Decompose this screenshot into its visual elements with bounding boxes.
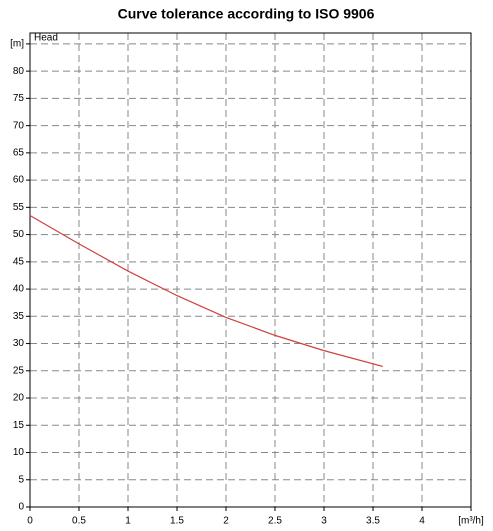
x-tick-label: 0: [27, 516, 33, 527]
x-tick-label: 3: [321, 516, 327, 527]
x-tick-label: 0.5: [72, 516, 86, 527]
y-tick-label: 70: [13, 120, 25, 131]
y-tick-label: 15: [13, 420, 25, 431]
y-tick-label: 50: [13, 229, 25, 240]
y-tick-label: [m]: [10, 39, 24, 50]
y-tick-label: 20: [13, 393, 25, 404]
x-tick-label: 1: [125, 516, 131, 527]
x-tick-label: 2: [223, 516, 229, 527]
y-tick-label: 75: [13, 93, 25, 104]
y-tick-label: 0: [18, 502, 24, 513]
x-tick-label: 4: [419, 516, 425, 527]
y-tick-label: 10: [13, 447, 25, 458]
x-tick-label: 2.5: [268, 516, 282, 527]
y-tick-label: 55: [13, 202, 25, 213]
y-tick-label: 25: [13, 365, 25, 376]
x-tick-label: 1.5: [170, 516, 184, 527]
y-tick-label: 65: [13, 148, 25, 159]
y-tick-label: 35: [13, 311, 25, 322]
x-tick-label: 3.5: [366, 516, 380, 527]
y-tick-label: 30: [13, 338, 25, 349]
y-tick-label: 45: [13, 256, 25, 267]
y-tick-label: 60: [13, 175, 25, 186]
x-tick-label: [m³/h]: [458, 516, 484, 527]
y-tick-label: 40: [13, 284, 25, 295]
y-axis-label: Head: [34, 33, 58, 44]
plot-frame: [29, 32, 472, 508]
y-tick-label: 5: [18, 474, 24, 485]
y-tick-label: 80: [13, 66, 25, 77]
chart-title: Curve tolerance according to ISO 9906: [118, 6, 375, 22]
data-line: [29, 214, 383, 368]
